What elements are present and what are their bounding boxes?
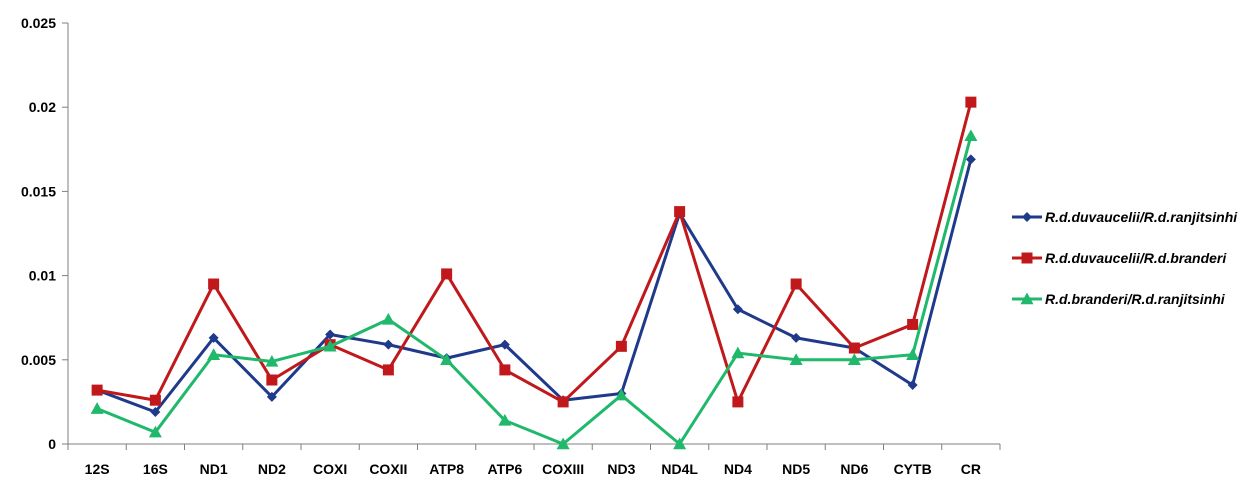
data-point (674, 206, 686, 218)
x-tick-label: ND4L (661, 461, 698, 477)
x-tick-label: COXIII (542, 461, 584, 477)
y-axis-ticks: 0 0.005 0.01 0.015 0.02 0.025 (21, 15, 68, 452)
legend-marker (1021, 252, 1033, 264)
x-tick-label: ND3 (607, 461, 635, 477)
y-tick-label: 0.015 (21, 183, 56, 199)
x-tick-label: ND6 (840, 461, 868, 477)
legend-marker (1022, 212, 1032, 222)
data-point (673, 437, 687, 450)
y-tick-label: 0.02 (29, 99, 56, 115)
data-point (791, 332, 802, 343)
x-tick-label: 12S (85, 461, 110, 477)
x-tick-label: ND5 (782, 461, 810, 477)
data-point (208, 332, 219, 343)
y-tick-label: 0.01 (29, 268, 56, 284)
data-point (383, 339, 394, 350)
chart-series (90, 96, 978, 450)
y-tick-label: 0.005 (21, 352, 56, 368)
series-1 (92, 154, 976, 418)
legend-item: R.d.duvaucelii/R.d.ranjitsinhi (1012, 209, 1238, 225)
data-point (381, 312, 395, 325)
data-point (499, 364, 511, 376)
series-line (96, 101, 973, 404)
data-point (208, 278, 220, 290)
legend-label: R.d.branderi/R.d.ranjitsinhi (1045, 291, 1226, 307)
data-point (149, 394, 161, 406)
data-point (732, 396, 744, 408)
data-point (615, 340, 627, 352)
data-point (498, 413, 512, 426)
series-line (96, 135, 973, 446)
chart-legend: R.d.duvaucelii/R.d.ranjitsinhi R.d.duvauc… (1012, 209, 1238, 307)
legend-item: R.d.branderi/R.d.ranjitsinhi (1012, 291, 1226, 307)
x-tick-label: ND1 (200, 461, 228, 477)
legend-label: R.d.duvaucelii/R.d.branderi (1045, 250, 1227, 266)
data-point (148, 425, 162, 438)
data-point (150, 407, 161, 418)
legend-marker (1020, 292, 1034, 305)
x-tick-label: COXII (369, 461, 407, 477)
series-line (96, 159, 973, 414)
chart-axes (67, 23, 1000, 445)
x-tick-label: ND4 (724, 461, 752, 477)
data-point (907, 380, 918, 391)
x-tick-label: COXI (313, 461, 347, 477)
data-point (440, 353, 454, 365)
x-axis-ticks: 12S 16S ND1 ND2 COXI COXII ATP8 ATP6 COXIII ND3 ND… (67, 444, 1001, 477)
data-point (732, 304, 743, 315)
data-point (323, 339, 337, 352)
data-point (441, 268, 453, 280)
y-tick-label: 0.025 (21, 15, 56, 31)
data-point (499, 339, 510, 350)
data-point (847, 353, 861, 365)
data-point (265, 354, 279, 367)
data-point (965, 96, 977, 108)
legend-item: R.d.duvaucelii/R.d.branderi (1012, 250, 1227, 266)
data-point (964, 129, 978, 142)
data-point (91, 384, 103, 396)
data-point (90, 402, 104, 414)
series-3 (90, 129, 978, 450)
y-tick-label: 0 (48, 436, 56, 452)
data-point (789, 353, 803, 365)
data-point (556, 437, 570, 450)
data-point (965, 154, 976, 165)
legend-label: R.d.duvaucelii/R.d.ranjitsinhi (1045, 209, 1238, 225)
x-tick-label: ATP6 (488, 461, 523, 477)
data-point (382, 364, 394, 376)
data-point (207, 348, 221, 360)
x-tick-label: ATP8 (429, 461, 464, 477)
data-point (907, 318, 919, 330)
x-tick-label: 16S (143, 461, 168, 477)
data-point (790, 278, 802, 290)
data-point (266, 391, 277, 402)
data-point (325, 329, 336, 340)
data-point (614, 388, 628, 401)
data-point (731, 346, 745, 359)
data-point (557, 396, 569, 408)
data-point (266, 374, 278, 386)
x-tick-label: CR (961, 461, 981, 477)
data-point (848, 342, 860, 354)
x-tick-label: ND2 (258, 461, 286, 477)
x-tick-label: CYTB (894, 461, 932, 477)
data-point (906, 348, 920, 360)
